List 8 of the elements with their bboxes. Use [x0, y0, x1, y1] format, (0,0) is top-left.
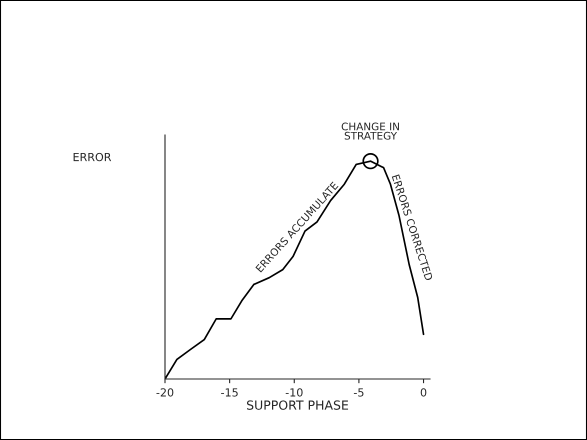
- x-tick-label: -10: [286, 388, 303, 397]
- x-tick-label: 0: [420, 388, 426, 397]
- y-axis-title: ERROR: [74, 152, 112, 162]
- x-axis-title: SUPPORT PHASE: [246, 400, 348, 410]
- annotation: CHANGE IN STRATEGY: [342, 122, 399, 140]
- x-tick-label: -15: [221, 388, 238, 397]
- x-tick-label: -20: [156, 388, 174, 397]
- x-tick-label: -5: [354, 388, 364, 397]
